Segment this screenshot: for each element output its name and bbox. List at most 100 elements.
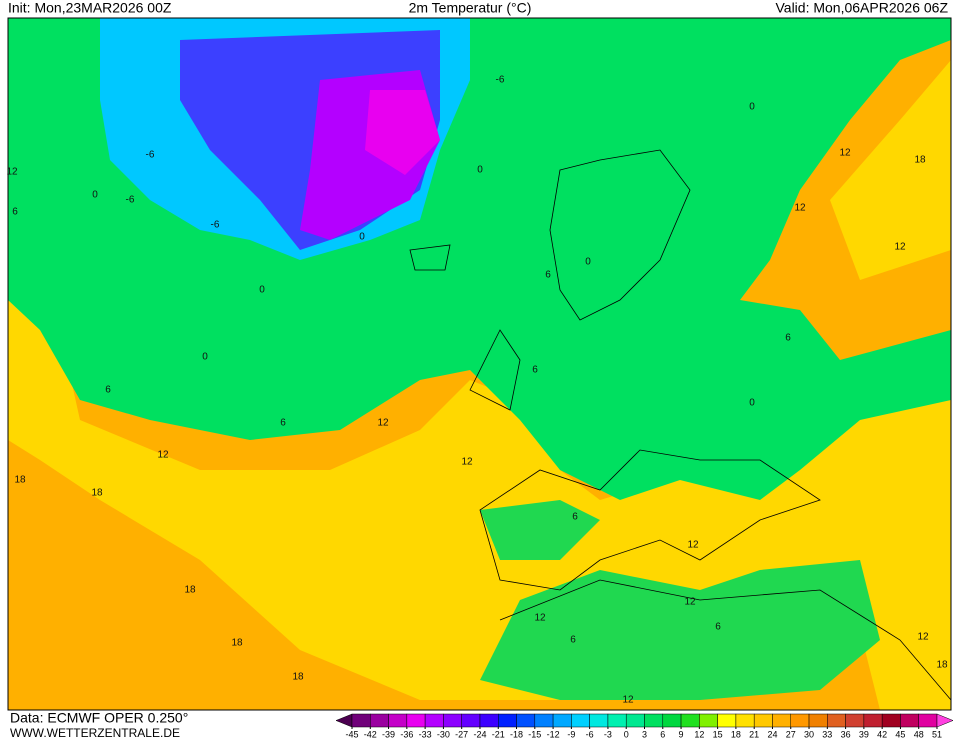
- legend-tick-label: 33: [822, 729, 832, 739]
- contour-label: 12: [894, 242, 906, 253]
- contour-label: -6: [146, 150, 155, 161]
- contour-label: 6: [280, 418, 286, 429]
- map-title: 2m Temperatur (°C): [409, 0, 532, 16]
- contour-label: 12: [839, 148, 851, 159]
- legend-tick-label: -45: [345, 729, 358, 739]
- legend-box: [552, 713, 572, 728]
- yellow-region: [8, 60, 951, 710]
- contour-label: 6: [532, 365, 538, 376]
- contour-label: 18: [14, 475, 26, 486]
- map: [8, 18, 951, 710]
- data-source: Data: ECMWF OPER 0.250°: [10, 710, 188, 726]
- legend-tick-label: -39: [382, 729, 395, 739]
- legend-tick-label: 39: [859, 729, 869, 739]
- legend-box: [735, 713, 755, 728]
- coldest-region: [365, 90, 440, 175]
- contour-label: 12: [534, 613, 546, 624]
- contour-label: 0: [92, 190, 98, 201]
- legend-box: [863, 713, 883, 728]
- legend-tick-label: 9: [679, 729, 684, 739]
- contour-label: 6: [570, 635, 576, 646]
- contour-label: 6: [105, 385, 111, 396]
- green-patch: [480, 500, 880, 700]
- legend-tick-label: 18: [731, 729, 741, 739]
- legend-box: [680, 713, 700, 728]
- legend-box: [461, 713, 481, 728]
- legend-arrow: [335, 713, 353, 728]
- legend-tick-label: 21: [749, 729, 759, 739]
- legend-tick-label: 0: [624, 729, 629, 739]
- contour-label: 6: [785, 333, 791, 344]
- contour-label: 12: [684, 597, 696, 608]
- contour-label: 12: [622, 695, 634, 706]
- legend-box: [827, 713, 846, 728]
- legend-box: [370, 713, 389, 728]
- legend-tick-label: -33: [419, 729, 432, 739]
- legend-tick-label: 30: [804, 729, 814, 739]
- legend-box: [845, 713, 865, 728]
- legend-tick-label: 27: [786, 729, 796, 739]
- legend-tick-label: -9: [567, 729, 575, 739]
- legend-box: [589, 713, 609, 728]
- contour-label: -6: [211, 220, 220, 231]
- legend-tick-label: -12: [547, 729, 560, 739]
- legend-box: [790, 713, 810, 728]
- legend-box: [571, 713, 590, 728]
- contour-label: 0: [477, 165, 483, 176]
- contour-label: 18: [292, 672, 304, 683]
- legend-box: [662, 713, 682, 728]
- legend-box: [607, 713, 627, 728]
- contour-label: 12: [917, 632, 929, 643]
- legend-box: [717, 713, 737, 728]
- legend-box: [516, 713, 536, 728]
- contour-label: 0: [585, 257, 591, 268]
- legend-box: [772, 713, 791, 728]
- contour-label: 6: [715, 622, 721, 633]
- site: WWW.WETTERZENTRALE.DE: [10, 726, 180, 740]
- legend-tick-label: 42: [877, 729, 887, 739]
- legend-box: [918, 713, 938, 728]
- contour-label: -6: [496, 75, 505, 86]
- legend-box: [388, 713, 408, 728]
- legend-box: [351, 713, 371, 728]
- legend-arrow: [936, 713, 954, 728]
- legend-box: [900, 713, 919, 728]
- legend-tick-label: 48: [914, 729, 924, 739]
- contour-label: -6: [126, 195, 135, 206]
- legend-tick-label: -42: [364, 729, 377, 739]
- legend-box: [808, 713, 828, 728]
- legend-tick-label: -15: [528, 729, 541, 739]
- legend-tick-label: 15: [713, 729, 723, 739]
- contour-label: 18: [231, 638, 243, 649]
- contour-label: 18: [936, 660, 948, 671]
- legend-box: [534, 713, 554, 728]
- contour-label: 18: [91, 488, 103, 499]
- contour-label: 12: [6, 167, 18, 178]
- contour-label: 6: [545, 270, 551, 281]
- legend-box: [424, 713, 444, 728]
- init-time: Init: Mon,23MAR2026 00Z: [8, 0, 172, 16]
- legend-box: [753, 713, 773, 728]
- legend-tick-label: 51: [932, 729, 942, 739]
- legend-tick-label: 6: [660, 729, 665, 739]
- contour-label: 12: [377, 418, 389, 429]
- legend-tick-label: -6: [586, 729, 594, 739]
- contour-label: 12: [794, 203, 806, 214]
- legend-tick-label: -27: [455, 729, 468, 739]
- legend-tick-label: 24: [767, 729, 777, 739]
- legend-tick-label: 45: [895, 729, 905, 739]
- legend-tick-label: -36: [400, 729, 413, 739]
- contour-label: 0: [749, 102, 755, 113]
- contour-label: 0: [359, 232, 365, 243]
- legend-box: [625, 713, 645, 728]
- map-frame: [7, 17, 952, 711]
- contour-label: 18: [914, 155, 926, 166]
- legend-box: [644, 713, 664, 728]
- legend-box: [443, 713, 462, 728]
- legend-tick-label: -24: [473, 729, 486, 739]
- legend-box: [699, 713, 718, 728]
- legend-box: [498, 713, 517, 728]
- contour-label: 0: [259, 285, 265, 296]
- contour-label: 12: [687, 540, 699, 551]
